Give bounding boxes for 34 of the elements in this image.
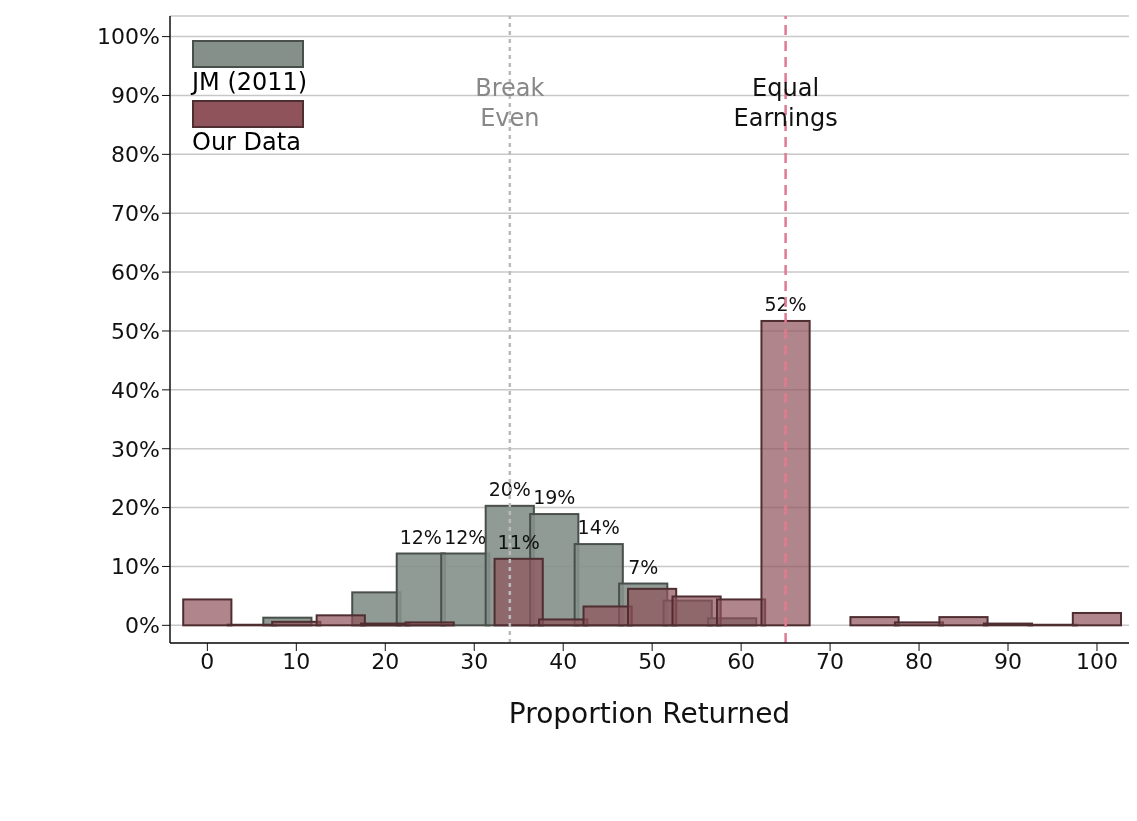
- x-tick-label: 20: [371, 648, 400, 674]
- x-tick-label: 0: [200, 648, 215, 674]
- x-axis-title: Proportion Returned: [508, 697, 791, 730]
- data-label: 20%: [488, 477, 531, 500]
- x-tick-label: 90: [994, 648, 1023, 674]
- data-label: 12%: [444, 525, 487, 548]
- data-label: 19%: [533, 486, 576, 509]
- y-tick-label: 70%: [111, 201, 160, 227]
- y-tick-label: 30%: [111, 436, 160, 462]
- y-tick-label: 10%: [111, 554, 160, 580]
- x-tick-label: 10: [282, 648, 311, 674]
- x-tick-label: 50: [638, 648, 667, 674]
- legend-label: JM (2011): [192, 68, 308, 96]
- y-tick-label: 0%: [125, 613, 160, 639]
- x-tick-label: 70: [816, 648, 845, 674]
- ref-line-label: Equal Earnings: [733, 74, 838, 132]
- data-label: 7%: [628, 555, 659, 578]
- x-tick-label: 40: [549, 648, 578, 674]
- y-tick-label: 20%: [111, 495, 160, 521]
- y-tick-label: 40%: [111, 377, 160, 403]
- data-label: 52%: [764, 292, 807, 315]
- y-tick-label: 80%: [111, 142, 160, 168]
- x-tick-label: 100: [1075, 648, 1118, 674]
- y-tick-label: 100%: [97, 24, 160, 50]
- y-tick-label: 60%: [111, 259, 160, 285]
- legend-label: Our Data: [192, 128, 302, 156]
- ref-line-label: Break Even: [475, 74, 545, 132]
- x-tick-label: 30: [460, 648, 489, 674]
- x-tick-label: 60: [727, 648, 756, 674]
- y-tick-label: 90%: [111, 83, 160, 109]
- data-label: 14%: [577, 516, 620, 539]
- data-label: 12%: [399, 525, 442, 548]
- y-tick-label: 50%: [111, 318, 160, 344]
- x-tick-label: 80: [905, 648, 934, 674]
